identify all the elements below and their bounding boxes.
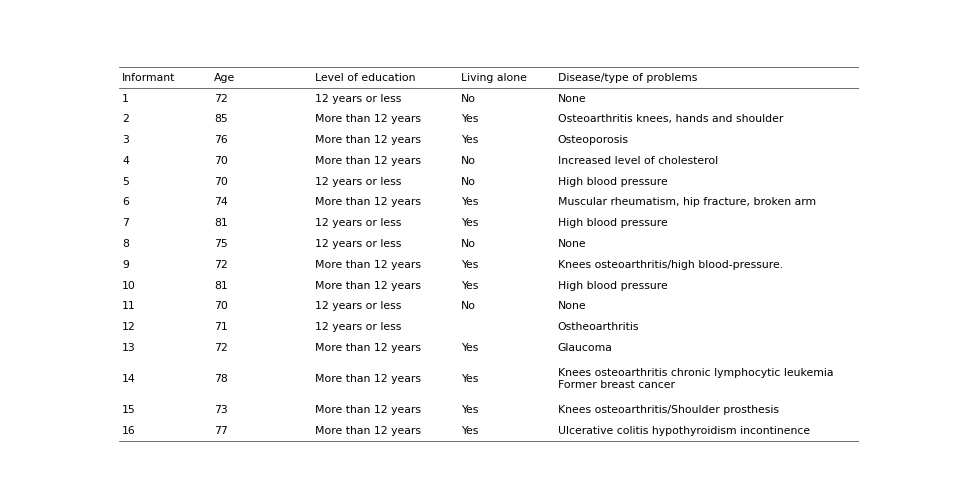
Text: 70: 70 [213,156,228,166]
Text: Disease/type of problems: Disease/type of problems [558,73,697,83]
Text: Yes: Yes [460,197,477,208]
Text: 81: 81 [213,218,228,228]
Text: Yes: Yes [460,135,477,145]
Text: Level of education: Level of education [314,73,416,83]
Text: 9: 9 [122,260,129,270]
Text: High blood pressure: High blood pressure [558,280,667,290]
Text: 78: 78 [213,374,228,384]
Text: 14: 14 [122,374,136,384]
Text: More than 12 years: More than 12 years [314,405,420,415]
Text: 8: 8 [122,239,129,249]
Text: Glaucoma: Glaucoma [558,343,612,353]
Text: 72: 72 [213,260,228,270]
Text: Yes: Yes [460,343,477,353]
Text: None: None [558,94,586,104]
Text: 70: 70 [213,177,228,187]
Text: Yes: Yes [460,374,477,384]
Text: Ulcerative colitis hypothyroidism incontinence: Ulcerative colitis hypothyroidism incont… [558,426,809,436]
Text: No: No [460,94,476,104]
Text: 76: 76 [213,135,228,145]
Text: Informant: Informant [122,73,175,83]
Text: 71: 71 [213,322,228,332]
Text: Knees osteoarthritis/Shoulder prosthesis: Knees osteoarthritis/Shoulder prosthesis [558,405,778,415]
Text: 72: 72 [213,343,228,353]
Text: 75: 75 [213,239,228,249]
Text: More than 12 years: More than 12 years [314,135,420,145]
Text: 12 years or less: 12 years or less [314,239,401,249]
Text: Osteoporosis: Osteoporosis [558,135,628,145]
Text: 70: 70 [213,301,228,311]
Text: 72: 72 [213,94,228,104]
Text: 5: 5 [122,177,129,187]
Text: 77: 77 [213,426,228,436]
Text: More than 12 years: More than 12 years [314,426,420,436]
Text: No: No [460,156,476,166]
Text: 12: 12 [122,322,136,332]
Text: High blood pressure: High blood pressure [558,218,667,228]
Text: Age: Age [213,73,234,83]
Text: 16: 16 [122,426,136,436]
Text: No: No [460,301,476,311]
Text: None: None [558,239,586,249]
Text: 12 years or less: 12 years or less [314,94,401,104]
Text: More than 12 years: More than 12 years [314,115,420,124]
Text: Ostheoarthritis: Ostheoarthritis [558,322,639,332]
Text: Yes: Yes [460,260,477,270]
Text: 10: 10 [122,280,136,290]
Text: No: No [460,177,476,187]
Text: Living alone: Living alone [460,73,526,83]
Text: 13: 13 [122,343,136,353]
Text: Knees osteoarthritis/high blood-pressure.: Knees osteoarthritis/high blood-pressure… [558,260,782,270]
Text: 4: 4 [122,156,129,166]
Text: Yes: Yes [460,218,477,228]
Text: 74: 74 [213,197,228,208]
Text: 12 years or less: 12 years or less [314,301,401,311]
Text: More than 12 years: More than 12 years [314,260,420,270]
Text: Yes: Yes [460,280,477,290]
Text: More than 12 years: More than 12 years [314,343,420,353]
Text: 7: 7 [122,218,129,228]
Text: High blood pressure: High blood pressure [558,177,667,187]
Text: Muscular rheumatism, hip fracture, broken arm: Muscular rheumatism, hip fracture, broke… [558,197,815,208]
Text: None: None [558,301,586,311]
Text: 3: 3 [122,135,129,145]
Text: 6: 6 [122,197,129,208]
Text: No: No [460,239,476,249]
Text: Yes: Yes [460,426,477,436]
Text: More than 12 years: More than 12 years [314,156,420,166]
Text: 12 years or less: 12 years or less [314,218,401,228]
Text: 2: 2 [122,115,129,124]
Text: More than 12 years: More than 12 years [314,197,420,208]
Text: 12 years or less: 12 years or less [314,322,401,332]
Text: More than 12 years: More than 12 years [314,374,420,384]
Text: 85: 85 [213,115,228,124]
Text: Osteoarthritis knees, hands and shoulder: Osteoarthritis knees, hands and shoulder [558,115,782,124]
Text: 15: 15 [122,405,136,415]
Text: Knees osteoarthritis chronic lymphocytic leukemia
Former breast cancer: Knees osteoarthritis chronic lymphocytic… [558,368,832,390]
Text: Yes: Yes [460,405,477,415]
Text: Yes: Yes [460,115,477,124]
Text: 81: 81 [213,280,228,290]
Text: 73: 73 [213,405,228,415]
Text: 1: 1 [122,94,129,104]
Text: More than 12 years: More than 12 years [314,280,420,290]
Text: 11: 11 [122,301,136,311]
Text: 12 years or less: 12 years or less [314,177,401,187]
Text: Increased level of cholesterol: Increased level of cholesterol [558,156,717,166]
